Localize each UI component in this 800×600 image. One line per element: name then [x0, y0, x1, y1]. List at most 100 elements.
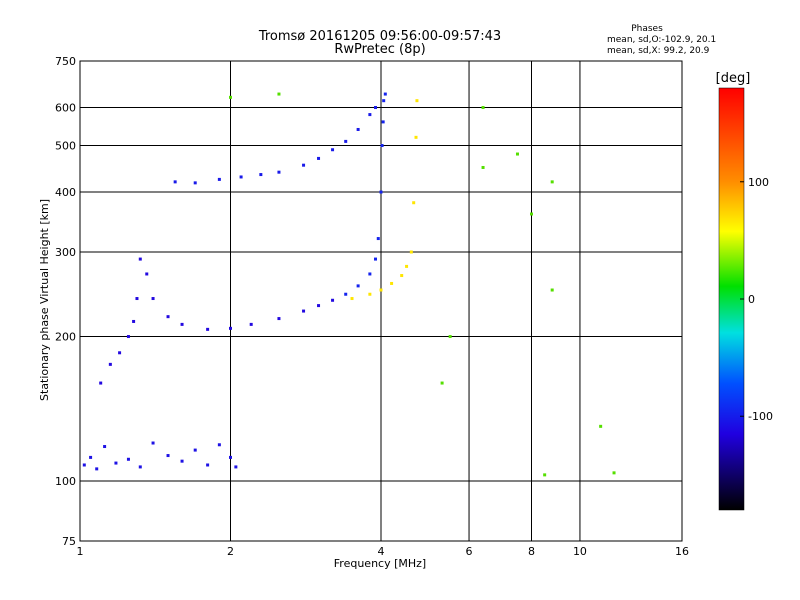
data-point: [317, 304, 321, 308]
y-tick-label: 400: [55, 186, 76, 199]
data-point: [259, 173, 263, 177]
x-tick-label: 10: [573, 545, 587, 558]
colorbar-ticks: 100 0 -100: [740, 176, 773, 423]
data-point: [145, 272, 149, 276]
data-point: [356, 127, 360, 131]
data-point: [135, 297, 139, 301]
data-point: [415, 99, 419, 103]
y-tick-label: 200: [55, 331, 76, 344]
data-point: [350, 297, 354, 301]
data-point: [380, 144, 384, 148]
data-point: [414, 135, 418, 139]
data-point: [302, 309, 306, 313]
data-point: [409, 250, 413, 254]
y-tick-label: 500: [55, 140, 76, 153]
data-point: [302, 163, 306, 167]
y-tick-label: 750: [55, 55, 76, 68]
data-point: [379, 288, 383, 292]
data-point: [277, 317, 281, 321]
data-point: [193, 448, 197, 452]
data-point: [180, 459, 184, 463]
data-point: [89, 455, 93, 459]
data-point: [206, 463, 210, 467]
data-point: [543, 473, 547, 477]
x-tick-label: 8: [528, 545, 535, 558]
data-point: [138, 257, 142, 261]
data-point: [400, 274, 404, 278]
data-point: [206, 327, 210, 331]
data-point: [126, 335, 130, 339]
data-point: [114, 461, 118, 465]
colorbar-tick-label: -100: [748, 410, 773, 423]
chart-subtitle: RwPretec (8p): [334, 42, 425, 57]
y-tick-label: 100: [55, 475, 76, 488]
data-point: [217, 177, 221, 181]
data-point: [166, 315, 170, 319]
colorbar-tick-label: 0: [748, 293, 755, 306]
data-point: [412, 201, 416, 205]
data-point: [239, 175, 243, 179]
data-point: [217, 443, 221, 447]
data-point: [132, 319, 136, 323]
data-point: [317, 156, 321, 160]
data-point: [405, 264, 409, 268]
data-point: [229, 455, 232, 459]
data-point: [103, 445, 107, 449]
data-point: [108, 362, 112, 366]
data-point: [99, 381, 103, 385]
data-point: [374, 257, 378, 261]
data-point: [356, 284, 360, 288]
data-point: [229, 326, 232, 330]
y-tick-label: 75: [62, 535, 76, 548]
data-point: [612, 471, 616, 475]
data-point: [381, 120, 385, 124]
data-points: [82, 92, 616, 477]
data-point: [481, 165, 485, 169]
colorbar: [718, 87, 745, 511]
data-point: [368, 292, 372, 296]
data-point: [331, 148, 335, 152]
chart-title: Tromsø 20161205 09:56:00-09:57:43: [258, 29, 501, 44]
y-tick-label: 300: [55, 246, 76, 259]
data-point: [368, 113, 372, 117]
data-point: [249, 322, 253, 326]
data-point: [390, 281, 394, 285]
x-axis-ticks: 1 2 4 6 8 10 16: [77, 545, 690, 558]
data-point: [331, 298, 335, 302]
x-tick-label: 2: [227, 545, 234, 558]
data-point: [448, 335, 452, 339]
colorbar-label: [deg]: [716, 71, 751, 86]
x-tick-label: 6: [466, 545, 473, 558]
data-point: [379, 190, 383, 194]
data-point: [126, 457, 130, 461]
data-point: [229, 95, 232, 99]
data-point: [82, 463, 86, 467]
x-tick-label: 4: [378, 545, 385, 558]
data-point: [530, 212, 533, 216]
data-point: [550, 180, 554, 184]
data-point: [383, 92, 387, 96]
data-point: [382, 99, 386, 103]
data-point: [118, 351, 122, 355]
data-point: [374, 106, 378, 110]
data-point: [193, 181, 197, 185]
data-point: [277, 92, 281, 96]
data-point: [151, 297, 155, 301]
x-axis-label: Frequency [MHz]: [334, 557, 426, 570]
grid-lines: [80, 61, 682, 541]
y-axis-ticks: 75 100 200 300 400 500 600 750: [55, 55, 76, 548]
y-tick-label: 600: [55, 102, 76, 115]
stats-heading: Phases: [631, 24, 663, 34]
data-point: [173, 180, 177, 184]
data-point: [550, 288, 554, 292]
y-axis-label: Stationary phase Virtual Height [km]: [38, 199, 51, 401]
data-point: [138, 465, 142, 469]
data-point: [234, 465, 238, 469]
data-point: [180, 322, 184, 326]
data-point: [599, 424, 603, 428]
data-point: [368, 272, 372, 276]
data-point: [344, 292, 348, 296]
data-point: [344, 139, 348, 143]
data-point: [95, 467, 99, 471]
